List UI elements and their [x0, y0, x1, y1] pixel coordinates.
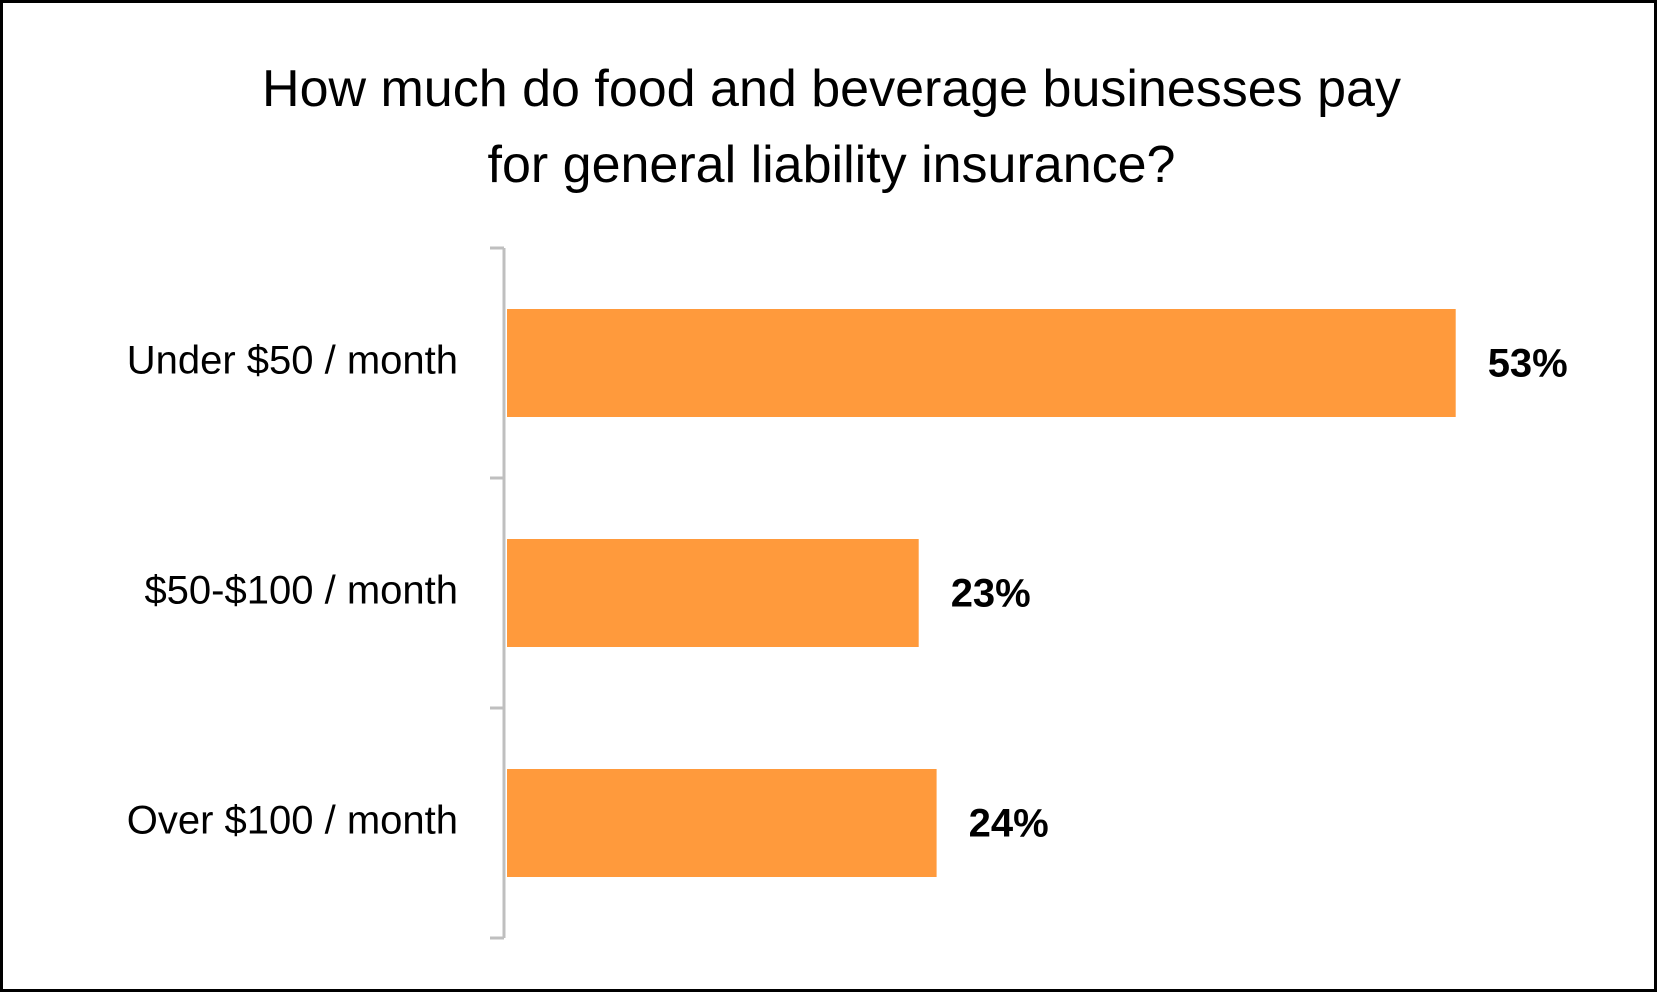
bar: [507, 769, 937, 877]
category-label: Over $100 / month: [127, 799, 458, 843]
value-label: 53%: [1488, 342, 1568, 386]
category-label: $50-$100 / month: [144, 569, 458, 613]
chart-title: How much do food and beverage businesses…: [3, 51, 1657, 203]
bar: [507, 539, 919, 647]
value-label: 23%: [951, 572, 1031, 616]
category-label: Under $50 / month: [127, 339, 458, 383]
chart-title-line-2: for general liability insurance?: [487, 136, 1176, 194]
bar: [507, 309, 1456, 417]
value-label: 24%: [969, 802, 1049, 846]
chart-title-line-1: How much do food and beverage businesses…: [262, 60, 1401, 118]
